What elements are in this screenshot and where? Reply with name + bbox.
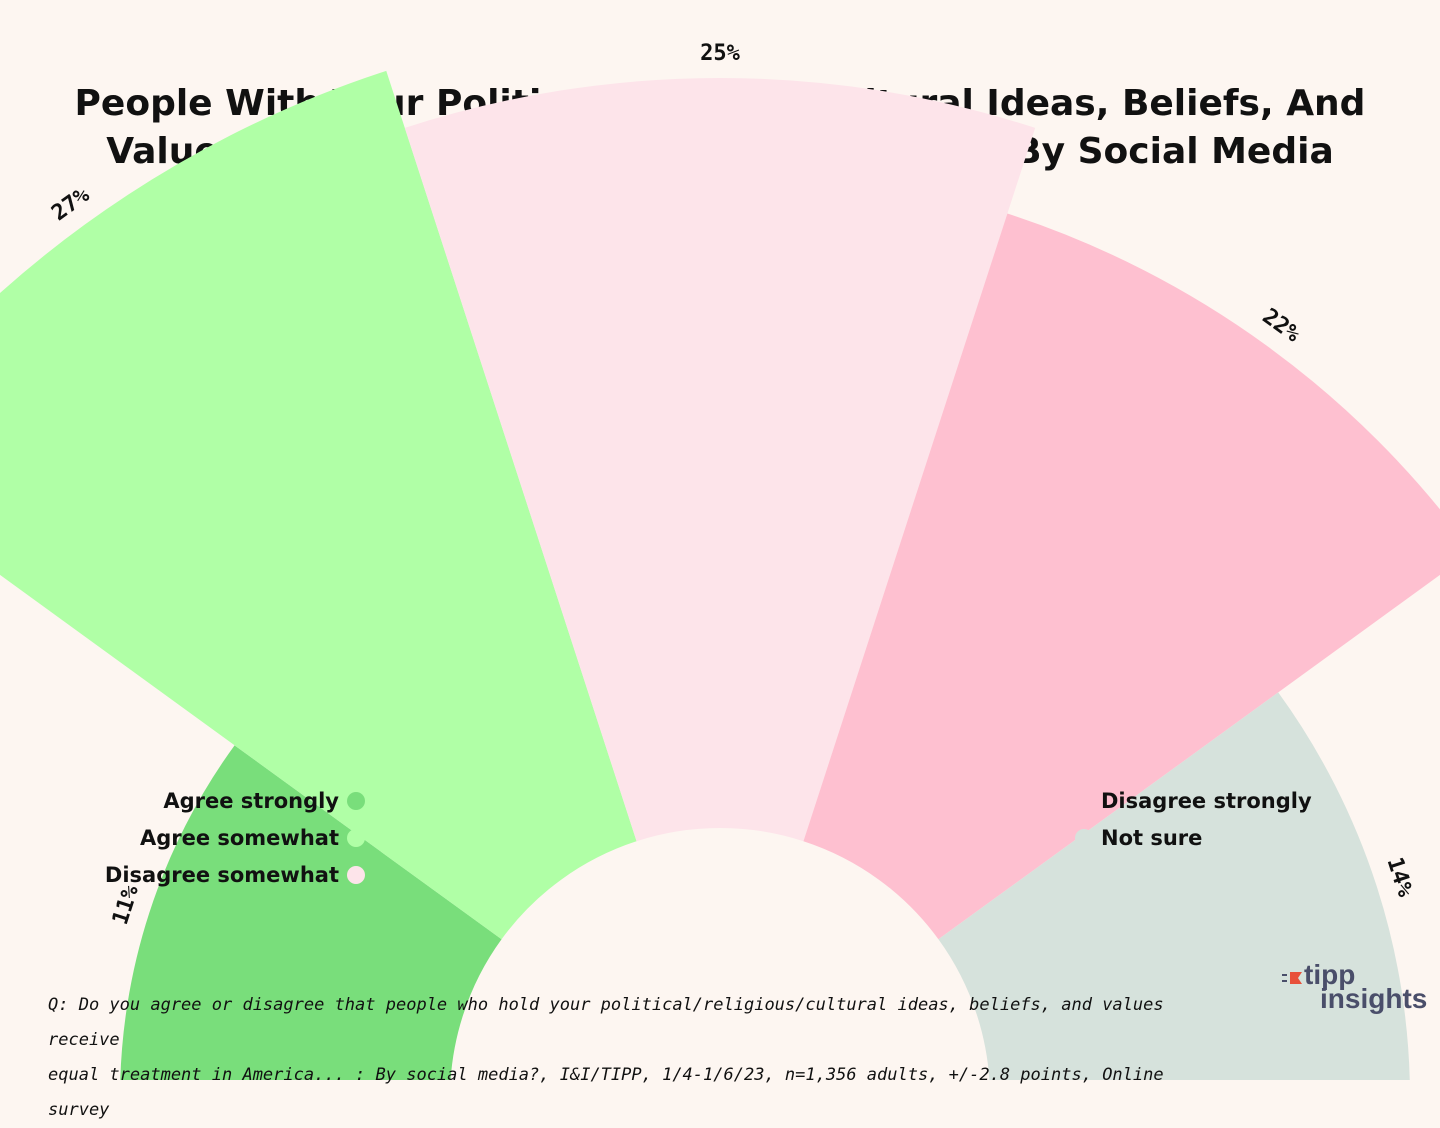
data-label: 27% <box>47 182 94 226</box>
legend-label: Agree strongly <box>163 788 339 813</box>
logo-text-insights: insights <box>1320 983 1428 1014</box>
radial-bar-chart: 11%27%25%22%14% <box>0 41 1440 1080</box>
legend-dot <box>1075 828 1093 847</box>
bar-agree-somewhat <box>0 70 637 940</box>
legend-dot <box>347 791 365 810</box>
legend-item-agree-strongly: Agree strongly <box>105 782 365 819</box>
footnote-line-2: equal treatment in America... : By socia… <box>48 1065 1164 1120</box>
legend-dot <box>347 865 365 884</box>
legend-item-disagree-strongly: Disagree strongly <box>1075 782 1312 819</box>
data-label: 22% <box>1258 304 1305 348</box>
legend-item-not-sure: Not sure <box>1075 819 1312 856</box>
tipp-insights-logo: tipp insights <box>1280 959 1428 1017</box>
legend-item-agree-somewhat: Agree somewhat <box>105 819 365 856</box>
survey-footnote: Q: Do you agree or disagree that people … <box>48 988 1228 1128</box>
legend-right: Disagree strongly Not sure <box>1075 782 1312 856</box>
legend-label: Disagree somewhat <box>104 862 339 887</box>
legend-label: Not sure <box>1101 825 1203 850</box>
bar-agree-strongly <box>120 745 502 1080</box>
data-label: 25% <box>700 41 740 66</box>
legend-label: Agree somewhat <box>139 825 339 850</box>
tipp-flag-icon <box>1282 972 1302 984</box>
data-label: 14% <box>1381 854 1417 900</box>
legend-item-disagree-somewhat: Disagree somewhat <box>105 856 365 893</box>
legend-left: Agree strongly Agree somewhat Disagree s… <box>105 782 365 893</box>
bar-disagree-somewhat <box>404 78 1036 842</box>
footnote-line-1: Q: Do you agree or disagree that people … <box>48 995 1164 1050</box>
logo-text-tipp: tipp <box>1304 959 1356 990</box>
legend-label: Disagree strongly <box>1101 788 1312 813</box>
legend-dot <box>347 828 365 847</box>
legend-dot <box>1075 791 1093 810</box>
bar-disagree-strongly <box>803 213 1440 940</box>
